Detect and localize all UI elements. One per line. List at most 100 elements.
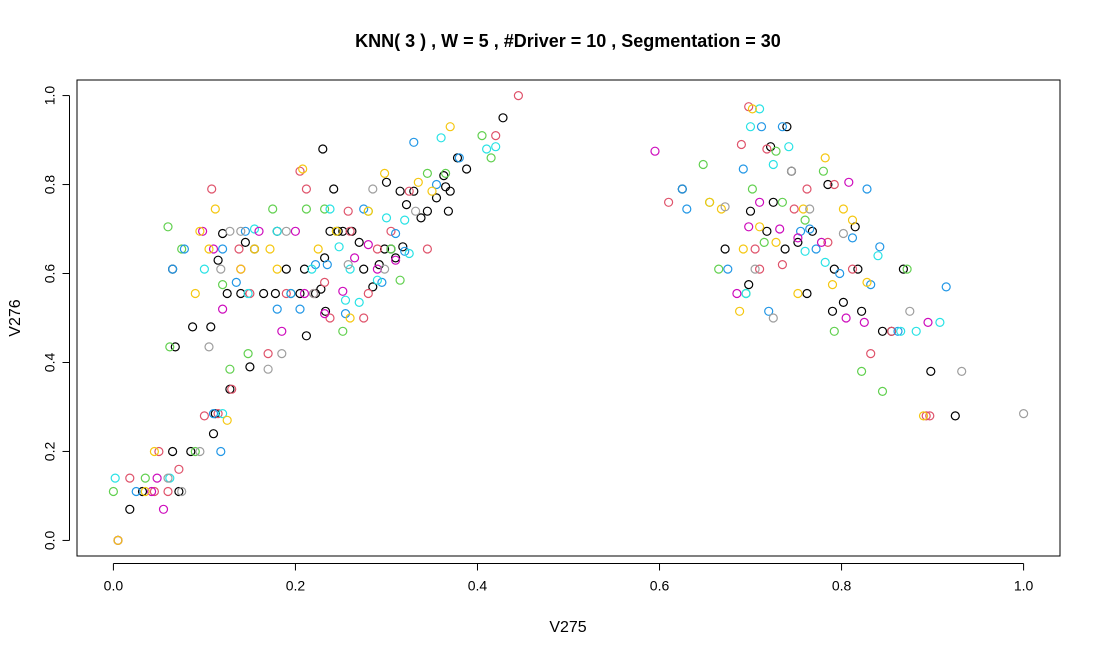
data-point	[307, 264, 317, 274]
data-point	[240, 237, 250, 247]
data-point	[829, 326, 839, 336]
data-point	[147, 486, 157, 497]
data-point	[320, 277, 330, 287]
data-point	[856, 366, 867, 376]
data-point	[391, 253, 401, 263]
data-point	[877, 386, 888, 396]
data-point	[400, 246, 410, 256]
data-point	[677, 184, 687, 194]
data-point	[208, 244, 219, 254]
data-point	[443, 206, 453, 216]
data-point	[395, 186, 405, 196]
data-point	[720, 202, 730, 212]
data-point	[409, 186, 419, 196]
data-point	[925, 411, 935, 421]
data-point	[950, 411, 960, 421]
data-point	[844, 177, 854, 187]
data-point	[1018, 409, 1029, 419]
data-point	[957, 366, 967, 376]
y-tick-label: 0.0	[42, 530, 58, 550]
data-point	[741, 288, 751, 299]
data-point	[762, 144, 772, 154]
data-point	[800, 246, 810, 256]
data-point	[820, 153, 830, 163]
data-point	[170, 342, 180, 352]
data-point	[782, 122, 792, 132]
data-point	[298, 164, 308, 174]
data-point	[756, 122, 767, 132]
data-point	[754, 197, 765, 207]
data-point	[477, 131, 487, 141]
data-point	[313, 244, 323, 254]
data-point	[277, 326, 287, 336]
data-point	[368, 282, 378, 292]
data-point	[829, 264, 839, 274]
data-point	[218, 244, 228, 254]
data-point	[236, 264, 246, 274]
data-point	[445, 186, 455, 196]
data-point	[462, 164, 472, 174]
data-point	[190, 288, 200, 299]
data-point	[771, 146, 781, 156]
data-point	[222, 415, 232, 425]
data-point	[777, 260, 788, 270]
data-point	[941, 282, 951, 292]
data-point	[411, 206, 421, 216]
data-point	[862, 277, 872, 287]
data-point	[227, 384, 237, 394]
data-point	[188, 322, 198, 332]
data-point	[343, 260, 353, 270]
data-point	[281, 288, 291, 299]
data-point	[207, 184, 217, 194]
data-point	[720, 244, 730, 254]
data-point	[345, 313, 355, 323]
data-point	[177, 244, 187, 254]
data-point	[738, 164, 748, 174]
data-point	[431, 179, 442, 190]
data-point	[198, 226, 208, 236]
data-point	[152, 473, 162, 483]
chart-title: KNN( 3 ) , W = 5 , #Driver = 10 , Segmen…	[355, 31, 781, 51]
data-point	[310, 288, 321, 299]
data-point	[345, 226, 355, 236]
data-point	[738, 244, 748, 254]
data-point	[862, 184, 872, 194]
x-tick-label: 1.0	[1014, 578, 1034, 594]
data-point	[218, 304, 228, 314]
data-point	[210, 204, 220, 214]
data-point	[199, 411, 209, 421]
data-point	[320, 309, 330, 319]
data-point	[754, 264, 765, 274]
data-point	[281, 226, 291, 236]
data-point	[381, 213, 392, 223]
data-point	[391, 228, 401, 239]
data-point	[372, 264, 382, 274]
data-point	[818, 166, 829, 176]
data-point	[299, 288, 310, 299]
data-point	[186, 446, 196, 457]
data-point	[698, 159, 708, 170]
data-point	[404, 186, 414, 196]
y-tick-label: 0.8	[42, 175, 58, 195]
data-point	[663, 197, 674, 207]
data-point	[893, 326, 903, 336]
data-point	[750, 244, 760, 254]
data-point	[391, 255, 401, 265]
data-point	[873, 251, 883, 261]
data-point	[204, 342, 214, 352]
data-point	[784, 142, 794, 152]
data-point	[265, 244, 275, 254]
data-point	[174, 486, 184, 497]
data-point	[165, 342, 175, 352]
data-point	[359, 204, 369, 214]
data-point	[380, 264, 390, 274]
data-point	[372, 275, 382, 285]
data-point	[359, 313, 369, 323]
data-point	[750, 264, 760, 274]
x-tick-label: 0.2	[286, 578, 306, 594]
data-point	[823, 179, 833, 190]
data-point	[236, 288, 246, 299]
data-point	[165, 473, 175, 483]
data-point	[807, 226, 818, 236]
